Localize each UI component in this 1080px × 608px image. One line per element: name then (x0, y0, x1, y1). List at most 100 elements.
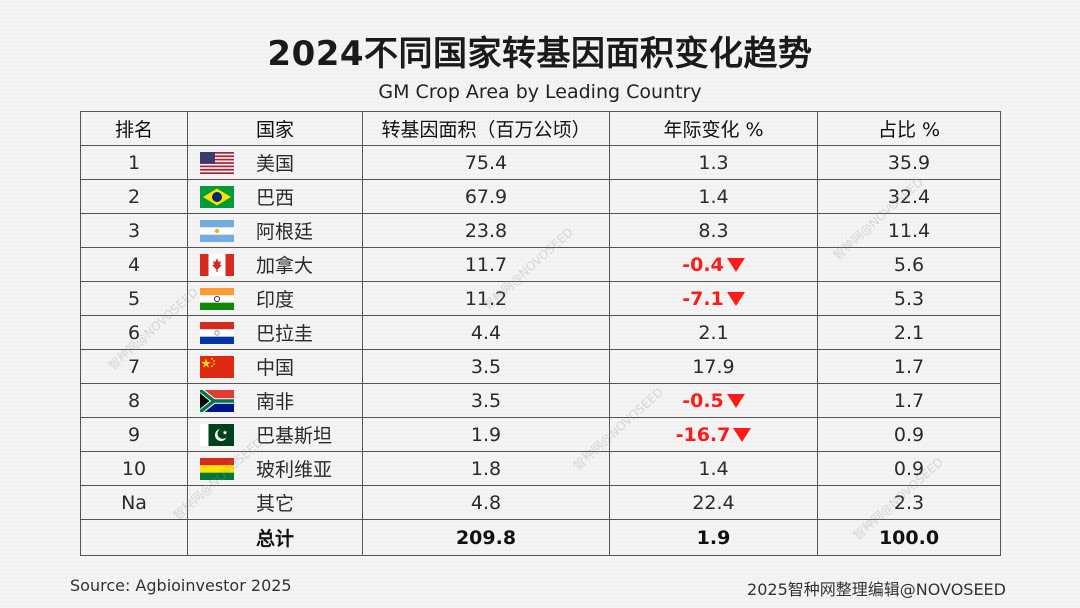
chart-subtitle: GM Crop Area by Leading Country (378, 81, 702, 103)
change-value: -16.7 (675, 423, 731, 446)
paraguay-flag-icon (200, 321, 234, 344)
table-row: 10 玻利维亚 1.8 1.4 0.9 (80, 451, 1001, 486)
chart-title: 2024不同国家转基因面积变化趋势 (267, 34, 813, 74)
col-header-area: 转基因面积（百万公顷） (362, 111, 610, 146)
table-row: 1 美国 75.4 1.3 35.9 (80, 145, 1001, 180)
canada-flag-icon (200, 253, 234, 276)
rank-cell: 4 (80, 247, 188, 282)
brazil-flag-icon (200, 185, 234, 208)
country-name: 阿根廷 (256, 221, 314, 243)
country-cell: 南非 (187, 383, 363, 418)
share-cell: 2.1 (817, 315, 1001, 350)
change-cell: -16.7 (609, 417, 818, 452)
total-label: 总计 (187, 519, 363, 556)
china-flag-icon (200, 355, 234, 378)
table-row: 9 巴基斯坦 1.9 -16.7 0.9 (80, 417, 1001, 452)
credit-note: 2025智种网整理编辑@NOVOSEED (747, 580, 1006, 599)
area-cell: 1.8 (362, 451, 610, 486)
rank-cell: 6 (80, 315, 188, 350)
country-name: 其它 (255, 493, 294, 515)
table-row: 3 阿根廷 23.8 8.3 11.4 (80, 213, 1001, 248)
country-name: 中国 (256, 357, 295, 379)
table-row: 7 中国 3.5 17.9 1.7 (80, 349, 1001, 384)
argentina-flag-icon (200, 219, 234, 242)
change-cell: 1.3 (609, 145, 818, 180)
change-cell: 1.4 (609, 179, 818, 214)
total-row: 总计 209.8 1.9 100.0 (80, 519, 1001, 556)
change-value: 1.4 (698, 457, 729, 480)
change-value: 1.3 (698, 151, 729, 174)
area-cell: 75.4 (362, 145, 610, 180)
india-flag-icon (200, 287, 234, 310)
country-name: 巴拉圭 (256, 323, 314, 345)
change-cell: 8.3 (609, 213, 818, 248)
country-cell: 加拿大 (187, 247, 363, 282)
country-name: 巴基斯坦 (256, 425, 333, 447)
total-area: 209.8 (362, 519, 610, 556)
area-cell: 3.5 (362, 349, 610, 384)
share-cell: 32.4 (817, 179, 1001, 214)
rank-cell: Na (80, 485, 188, 520)
country-cell: 巴拉圭 (187, 315, 363, 350)
rank-cell: 1 (80, 145, 188, 180)
country-name: 美国 (256, 153, 295, 175)
rank-cell: 7 (80, 349, 188, 384)
bolivia-flag-icon (200, 457, 234, 480)
gm-area-table: 排名 国家 转基因面积（百万公顷） 年际变化 % 占比 % 1 美国 75.4 1.3… (80, 111, 1001, 556)
share-cell: 0.9 (817, 417, 1001, 452)
country-name: 印度 (256, 289, 295, 311)
share-cell: 35.9 (817, 145, 1001, 180)
pakistan-flag-icon (200, 423, 234, 446)
share-cell: 11.4 (817, 213, 1001, 248)
change-value: 1.4 (698, 185, 729, 208)
country-name: 南非 (256, 391, 295, 413)
change-cell: 17.9 (609, 349, 818, 384)
share-cell: 0.9 (817, 451, 1001, 486)
rank-cell: 10 (80, 451, 188, 486)
change-cell: -7.1 (609, 281, 818, 316)
change-value: 2.1 (698, 321, 729, 344)
col-header-change: 年际变化 % (609, 111, 818, 146)
total-change: 1.9 (609, 519, 818, 556)
col-header-share: 占比 % (817, 111, 1001, 146)
country-name: 加拿大 (256, 255, 314, 277)
rank-cell: 5 (80, 281, 188, 316)
country-cell: 阿根廷 (187, 213, 363, 248)
header-row: 排名 国家 转基因面积（百万公顷） 年际变化 % 占比 % (80, 111, 1001, 146)
south-africa-flag-icon (200, 389, 234, 412)
area-cell: 1.9 (362, 417, 610, 452)
country-cell: 美国 (187, 145, 363, 180)
country-name: 巴西 (256, 187, 295, 209)
country-name: 玻利维亚 (256, 459, 333, 481)
change-value: -0.5 (682, 389, 724, 412)
rank-cell: 3 (80, 213, 188, 248)
area-cell: 11.7 (362, 247, 610, 282)
source-note: Source: Agbioinvestor 2025 (70, 576, 292, 595)
area-cell: 67.9 (362, 179, 610, 214)
area-cell: 23.8 (362, 213, 610, 248)
total-rank-cell (80, 519, 188, 556)
area-cell: 4.4 (362, 315, 610, 350)
rank-cell: 9 (80, 417, 188, 452)
country-cell: 巴西 (187, 179, 363, 214)
rank-cell: 2 (80, 179, 188, 214)
share-cell: 1.7 (817, 349, 1001, 384)
area-cell: 3.5 (362, 383, 610, 418)
share-cell: 2.3 (817, 485, 1001, 520)
area-cell: 4.8 (362, 485, 610, 520)
change-cell: 1.4 (609, 451, 818, 486)
table-row: Na 其它 4.8 22.4 2.3 (80, 485, 1001, 520)
country-cell: 玻利维亚 (187, 451, 363, 486)
down-triangle-icon (733, 428, 752, 442)
total-share: 100.0 (817, 519, 1001, 556)
rank-cell: 8 (80, 383, 188, 418)
col-header-country: 国家 (187, 111, 363, 146)
country-cell: 印度 (187, 281, 363, 316)
change-value: -7.1 (682, 287, 724, 310)
country-cell: 中国 (187, 349, 363, 384)
table-row: 2 巴西 67.9 1.4 32.4 (80, 179, 1001, 214)
change-value: 17.9 (692, 355, 735, 378)
country-cell: 巴基斯坦 (187, 417, 363, 452)
table-row: 4 加拿大 11.7 -0.4 5.6 (80, 247, 1001, 282)
table-row: 6 巴拉圭 4.4 2.1 2.1 (80, 315, 1001, 350)
